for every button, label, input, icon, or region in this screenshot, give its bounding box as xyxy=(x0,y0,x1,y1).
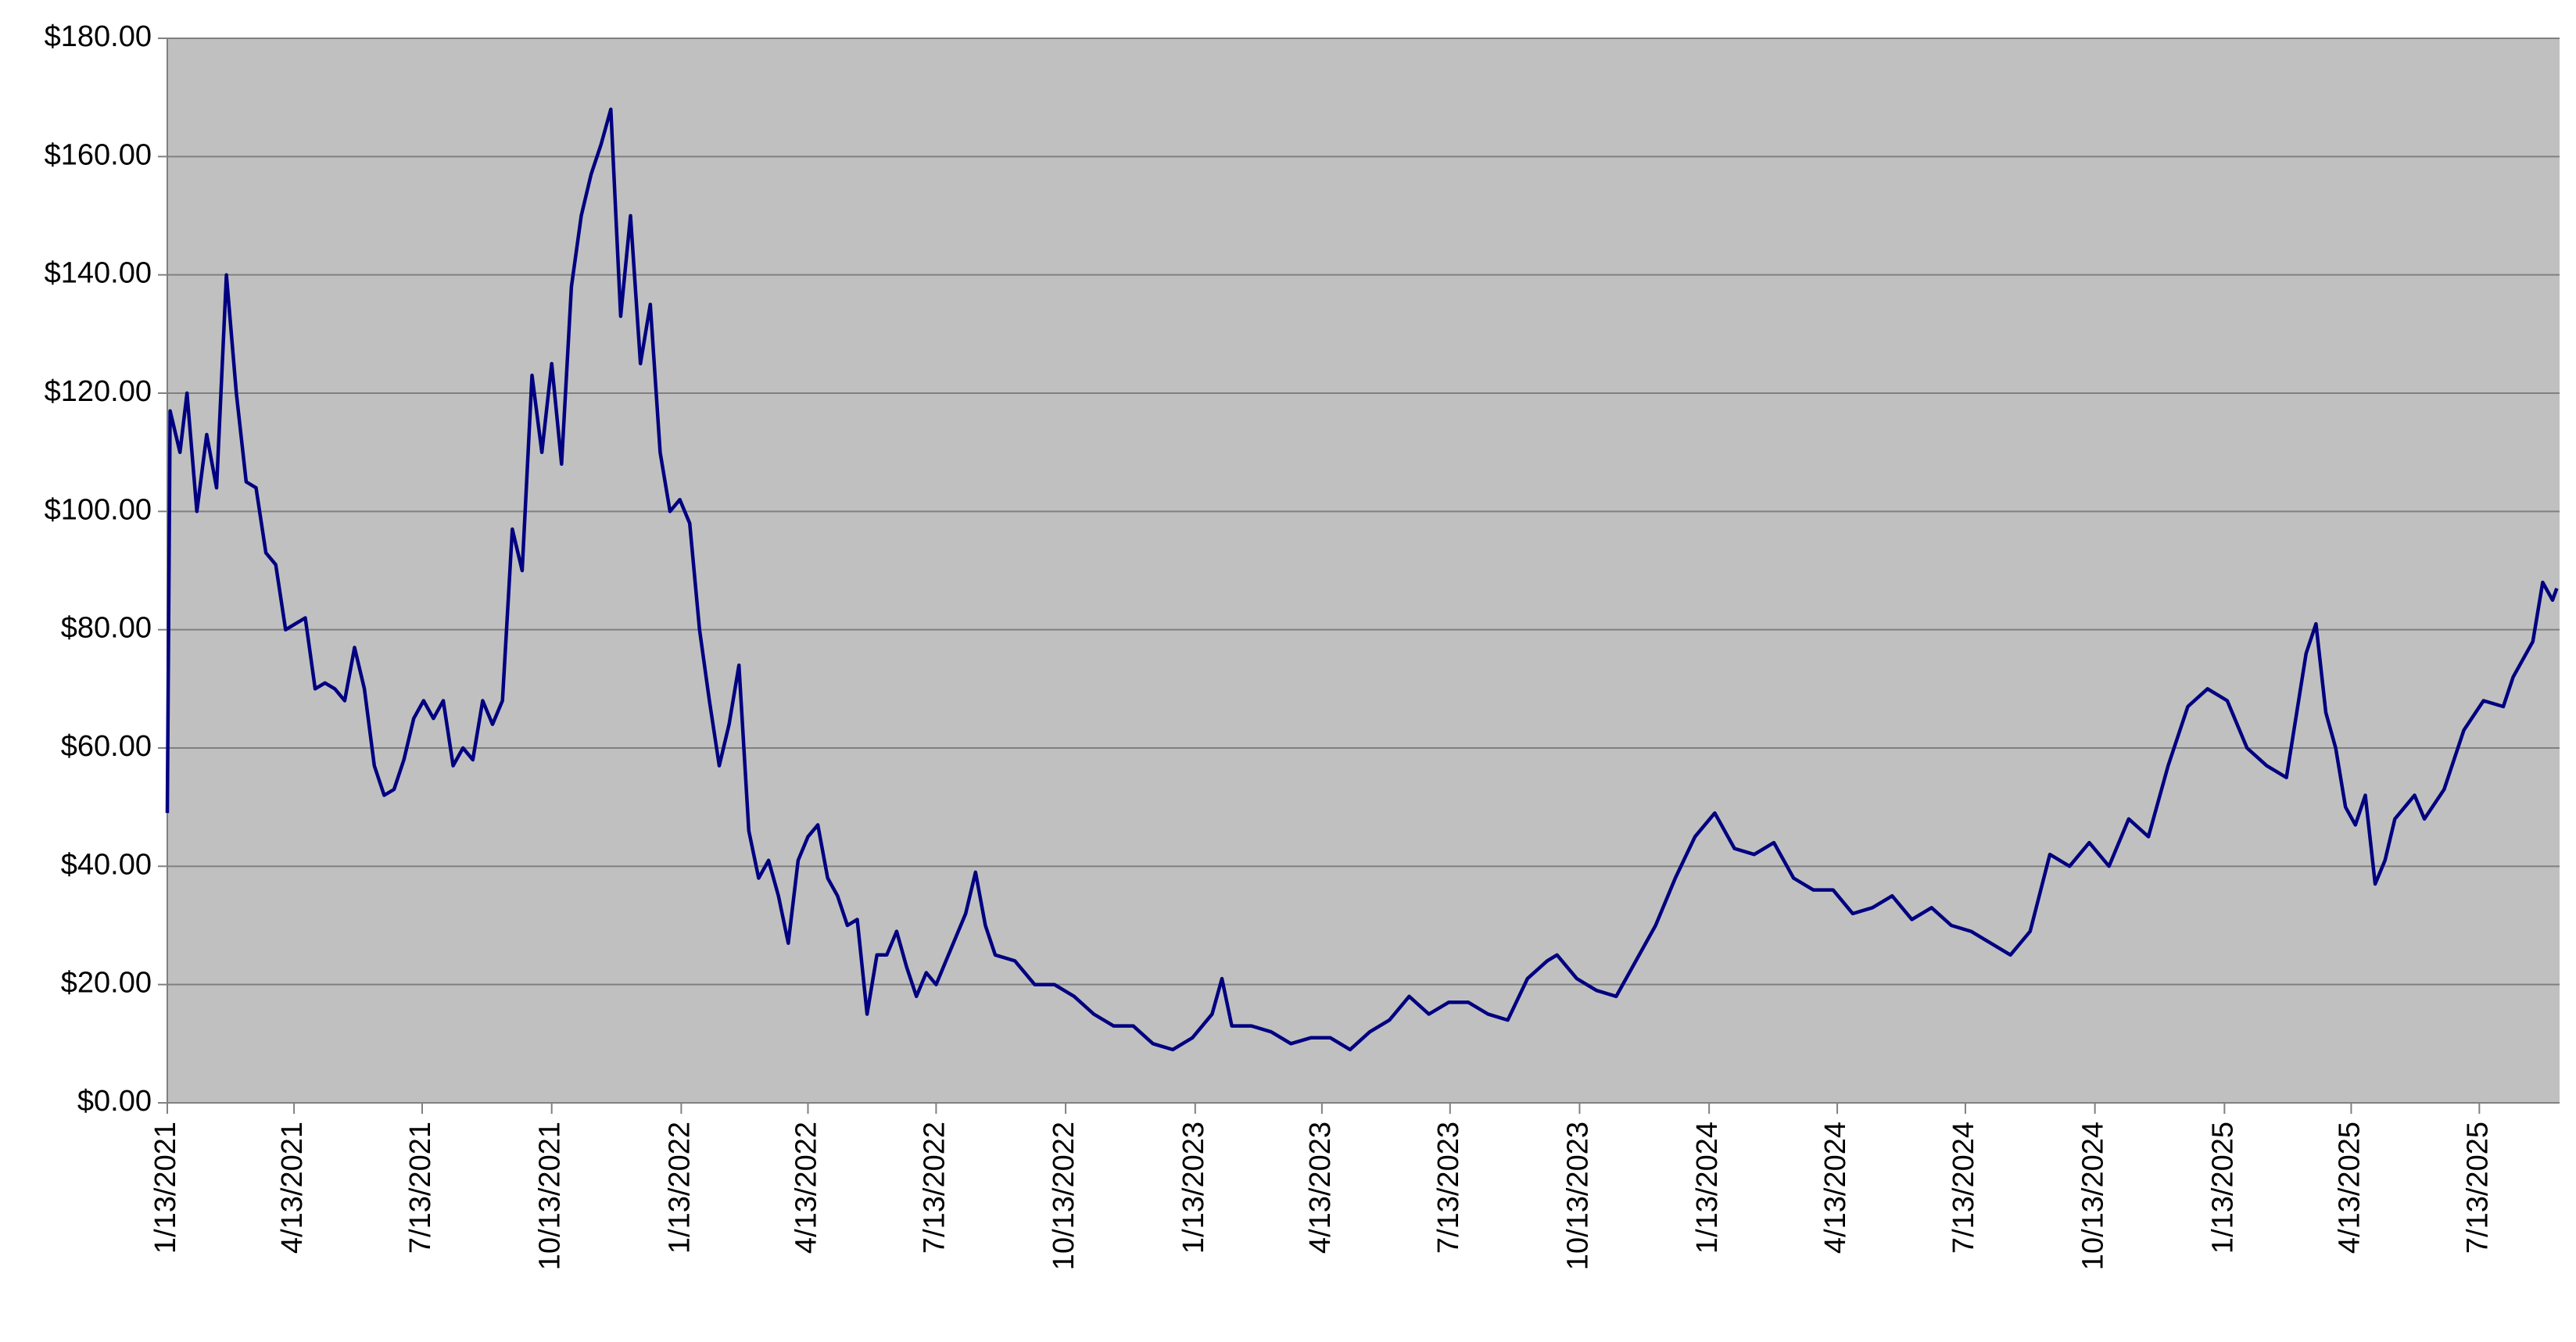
x-tick-label: 1/13/2025 xyxy=(2206,1122,2239,1254)
x-tick-label: 4/13/2024 xyxy=(1819,1122,1852,1254)
x-tick-label: 4/13/2025 xyxy=(2333,1122,2366,1254)
y-tick-label: $180.00 xyxy=(45,20,152,53)
x-tick-label: 10/13/2022 xyxy=(1048,1122,1080,1270)
x-tick-label: 10/13/2021 xyxy=(534,1122,567,1270)
x-tick-label: 10/13/2024 xyxy=(2077,1122,2110,1270)
x-tick-label: 1/13/2022 xyxy=(663,1122,696,1254)
x-tick-label: 7/13/2023 xyxy=(1432,1122,1465,1254)
y-tick-label: $0.00 xyxy=(77,1085,152,1118)
y-tick-label: $80.00 xyxy=(61,612,152,645)
x-tick-label: 7/13/2022 xyxy=(918,1122,951,1254)
y-tick-label: $140.00 xyxy=(45,257,152,290)
plot-area xyxy=(167,38,2560,1103)
y-tick-label: $100.00 xyxy=(45,493,152,526)
y-tick-label: $160.00 xyxy=(45,138,152,171)
x-tick-label: 7/13/2025 xyxy=(2461,1122,2494,1254)
price-line xyxy=(165,107,2559,1052)
x-tick-label: 10/13/2023 xyxy=(1561,1122,1594,1270)
y-tick-label: $40.00 xyxy=(61,848,152,881)
x-tick-label: 4/13/2023 xyxy=(1304,1122,1337,1254)
x-tick-label: 1/13/2023 xyxy=(1177,1122,1210,1254)
y-tick-label: $60.00 xyxy=(61,730,152,763)
x-tick-label: 1/13/2021 xyxy=(149,1122,182,1254)
y-tick-label: $120.00 xyxy=(45,375,152,408)
x-tick-label: 4/13/2022 xyxy=(790,1122,823,1254)
y-tick-label: $20.00 xyxy=(61,967,152,1000)
x-tick-label: 7/13/2024 xyxy=(1947,1122,1980,1254)
x-tick-label: 1/13/2024 xyxy=(1691,1122,1724,1254)
x-tick-label: 4/13/2021 xyxy=(276,1122,309,1254)
x-tick-label: 7/13/2021 xyxy=(404,1122,437,1254)
